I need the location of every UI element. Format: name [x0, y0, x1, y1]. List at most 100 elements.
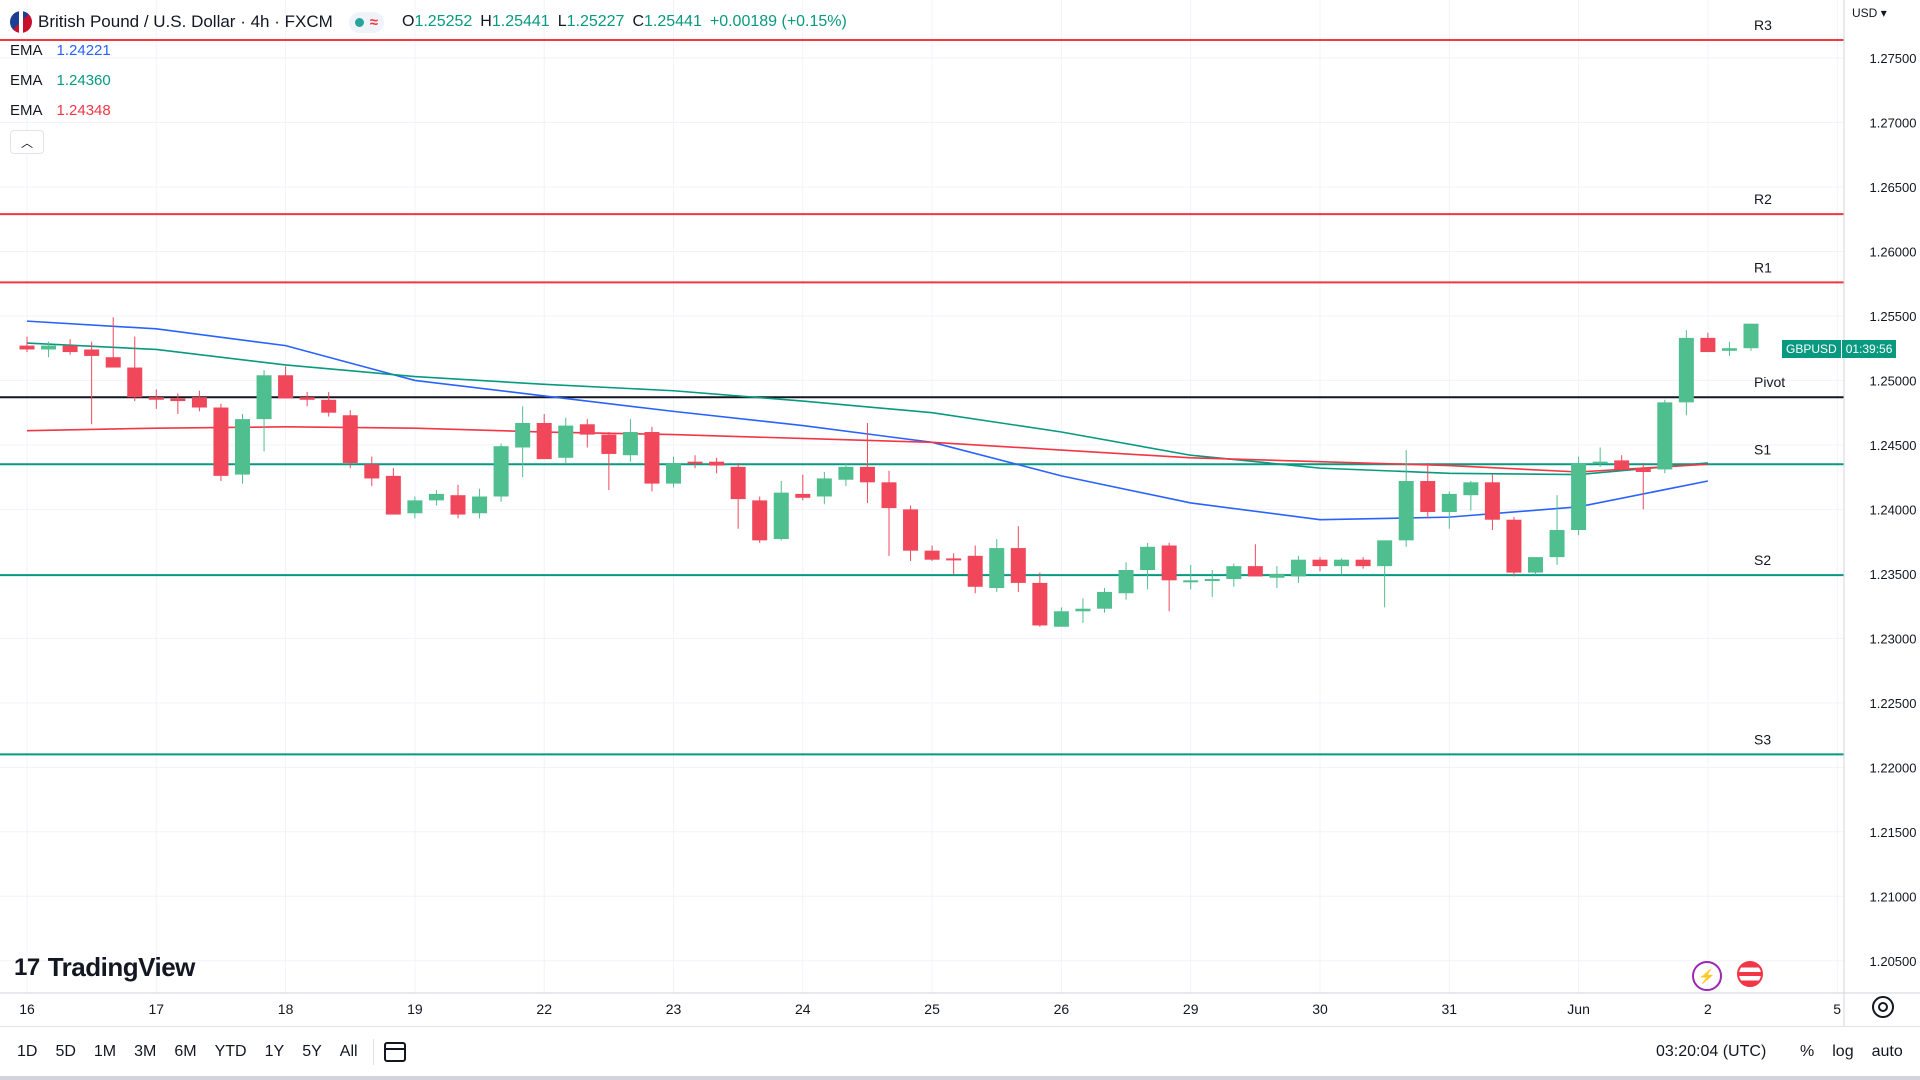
candle-body	[601, 434, 617, 454]
candle	[1657, 399, 1673, 474]
candle-body	[191, 397, 207, 408]
bottom-scrollbar[interactable]	[0, 1076, 1920, 1080]
open-label: O	[402, 13, 415, 30]
price-tick-label: 1.22000	[1870, 760, 1917, 775]
candle	[1312, 557, 1328, 572]
indicator-ema-1[interactable]: EMA 1.24221	[10, 38, 111, 62]
price-tick-label: 1.26500	[1870, 180, 1917, 195]
chart-settings-icon[interactable]	[1872, 996, 1894, 1018]
currency-selector[interactable]: USD ▾	[1852, 6, 1887, 20]
candle	[148, 389, 164, 409]
indicator-name: EMA	[10, 41, 43, 59]
tradingview-logo[interactable]: 17 TradingView	[14, 952, 195, 983]
candle	[1226, 563, 1242, 587]
candle-body	[709, 461, 725, 466]
price-tick-label: 1.24500	[1870, 438, 1917, 453]
calendar-icon[interactable]	[383, 1042, 406, 1062]
candle-body	[1528, 557, 1543, 573]
price-tick-label: 1.25000	[1870, 373, 1917, 388]
candle-body	[1571, 462, 1587, 531]
symbol-title[interactable]: British Pound / U.S. Dollar · 4h · FXCM	[38, 12, 333, 31]
candle	[558, 417, 574, 463]
candle-body	[838, 466, 854, 480]
candle-body	[1183, 580, 1199, 583]
candle-body	[1118, 570, 1134, 594]
candle	[321, 392, 337, 417]
candle-body	[1420, 481, 1436, 512]
timeframe-5d[interactable]: 5D	[55, 1043, 76, 1060]
candle	[84, 341, 100, 425]
price-axis[interactable]: 1.27500 1.27000 1.26500 1.26000 1.25500 1.250…	[1870, 51, 1917, 969]
candle	[1355, 557, 1371, 569]
time-tick-label: 19	[407, 1001, 423, 1017]
timeframe-3m[interactable]: 3M	[134, 1043, 157, 1060]
us-events-icon[interactable]	[1737, 961, 1763, 987]
pivot-label-s1: S1	[1754, 441, 1771, 457]
candle-body	[946, 558, 962, 561]
timeframe-ytd[interactable]: YTD	[214, 1043, 247, 1060]
timeframe-6m[interactable]: 6M	[174, 1043, 197, 1060]
timeframe-buttons: 1D 5D 1M 3M 6M YTD 1Y 5Y All	[8, 1043, 367, 1061]
log-scale-toggle[interactable]: log	[1832, 1043, 1854, 1060]
open-value: 1.25252	[414, 13, 473, 30]
percent-scale-toggle[interactable]: %	[1800, 1043, 1815, 1060]
price-tick-label: 1.23000	[1870, 631, 1917, 646]
candle-body	[1247, 566, 1263, 577]
uk-flag-icon	[10, 11, 32, 33]
candle	[816, 471, 832, 505]
candle-body	[1226, 566, 1242, 580]
high-value: 1.25441	[491, 13, 550, 30]
auto-scale-toggle[interactable]: auto	[1871, 1043, 1903, 1060]
candle-body	[1355, 559, 1371, 567]
candle	[472, 488, 488, 519]
pivot-label-s3: S3	[1754, 731, 1771, 747]
candle	[752, 496, 768, 543]
candle	[536, 413, 552, 460]
candle	[1743, 323, 1759, 351]
indicator-ema-2[interactable]: EMA 1.24360	[10, 68, 111, 92]
candle	[278, 366, 294, 399]
timeframe-1m[interactable]: 1M	[93, 1043, 117, 1060]
candle-body	[1290, 559, 1306, 577]
price-tick-label: 1.21000	[1870, 889, 1917, 904]
candle	[213, 403, 229, 482]
timeframe-all[interactable]: All	[339, 1043, 358, 1060]
candle-body	[1053, 611, 1069, 627]
candle	[579, 419, 595, 448]
time-tick-label: 18	[278, 1001, 294, 1017]
timeframe-1d[interactable]: 1D	[17, 1043, 38, 1060]
candle	[1269, 566, 1285, 589]
indicator-name: EMA	[10, 101, 43, 119]
candle-body	[773, 492, 789, 540]
candle	[946, 553, 962, 574]
candle-body	[1140, 546, 1156, 571]
candle-body	[1549, 530, 1565, 558]
indicator-name: EMA	[10, 71, 43, 89]
timeframe-1y[interactable]: 1Y	[264, 1043, 285, 1060]
lightning-icon[interactable]: ⚡	[1692, 961, 1722, 991]
candle-body	[342, 415, 358, 463]
candle-body	[299, 397, 315, 400]
candle-body	[148, 397, 164, 400]
time-tick-label: 22	[536, 1001, 552, 1017]
candle-body	[967, 555, 983, 587]
price-tick-label: 1.23500	[1870, 567, 1917, 582]
status-pill[interactable]: ≈	[348, 11, 384, 33]
candle-body	[752, 500, 768, 541]
candle	[407, 496, 423, 519]
indicator-ema-3[interactable]: EMA 1.24348	[10, 98, 111, 122]
candle-body	[515, 422, 531, 448]
candle-body	[428, 493, 444, 501]
timeframe-5y[interactable]: 5Y	[302, 1043, 322, 1060]
candle-body	[1377, 540, 1393, 567]
price-tick-label: 1.27000	[1870, 116, 1917, 131]
candle-body	[536, 422, 552, 460]
collapse-indicators-button[interactable]: ︿	[10, 130, 44, 154]
time-axis[interactable]: 16 17 18 19 22 23 24 25 26 29 30 31 Jun 2 5	[19, 1001, 1841, 1017]
candle-body	[278, 375, 294, 399]
candle	[105, 317, 121, 368]
candle-body	[170, 398, 186, 402]
price-tick-label: 1.25500	[1870, 309, 1917, 324]
utc-clock[interactable]: 03:20:04 (UTC)	[1656, 1043, 1767, 1060]
